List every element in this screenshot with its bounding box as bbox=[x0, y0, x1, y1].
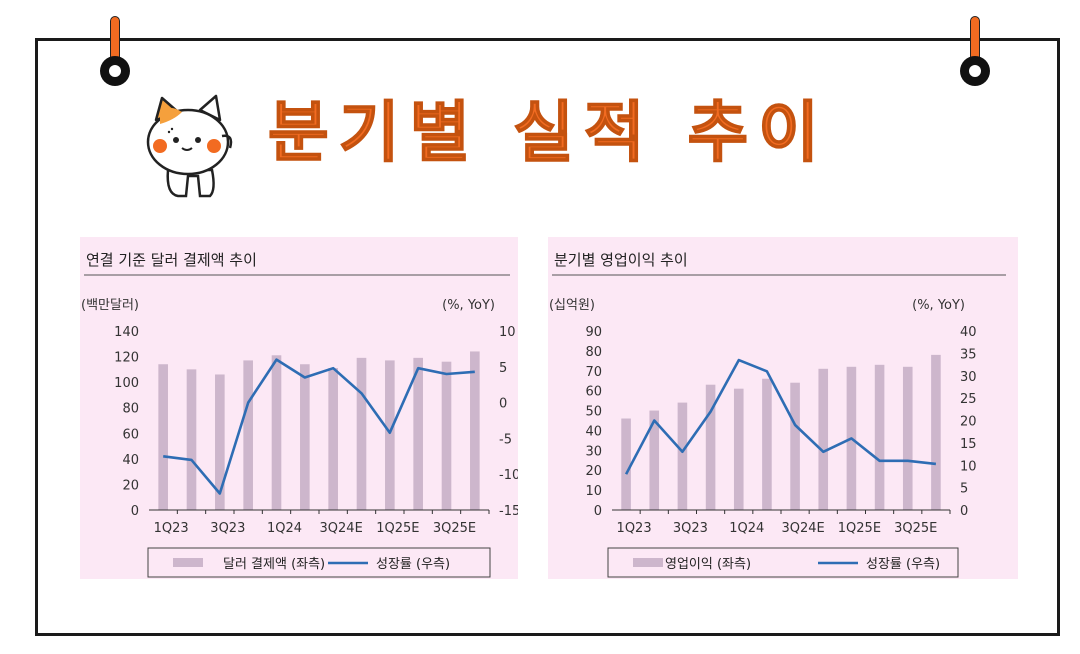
x-tick-label: 3Q25E bbox=[433, 521, 476, 536]
y2-tick-label: 5 bbox=[960, 482, 968, 497]
bar bbox=[158, 364, 168, 510]
y2-tick-label: 40 bbox=[960, 325, 977, 340]
x-tick-label: 1Q23 bbox=[617, 521, 652, 536]
y-tick-label: 40 bbox=[122, 453, 139, 468]
cat-mascot-icon bbox=[146, 94, 233, 198]
y2-tick-label: 0 bbox=[960, 504, 968, 519]
bar bbox=[300, 364, 310, 510]
y2-tick-label: 35 bbox=[960, 347, 977, 362]
x-tick-label: 3Q25E bbox=[894, 521, 937, 536]
bar bbox=[902, 366, 913, 510]
x-tick-label: 1Q25E bbox=[838, 521, 881, 536]
chart-title: 연결 기준 달러 결제액 추이 bbox=[86, 251, 257, 269]
bar bbox=[677, 402, 688, 510]
x-tick-label: 1Q23 bbox=[154, 521, 189, 536]
y-tick-label: 80 bbox=[585, 345, 602, 360]
bar bbox=[621, 418, 631, 510]
bar bbox=[705, 384, 716, 510]
bar bbox=[413, 357, 423, 510]
operating-profit-chart: 분기별 영업이익 추이(십억원) (%, YoY)0102030405060708… bbox=[549, 251, 1006, 578]
legend-bar-label: 영업이익 (좌측) bbox=[665, 557, 751, 572]
bar bbox=[931, 354, 941, 510]
y-tick-label: 100 bbox=[114, 376, 139, 391]
pushpin-icon bbox=[960, 16, 990, 86]
x-tick-label: 1Q24 bbox=[267, 521, 302, 536]
chart-title: 분기별 영업이익 추이 bbox=[554, 251, 688, 269]
y-tick-label: 30 bbox=[585, 444, 602, 459]
y2-tick-label: 15 bbox=[960, 437, 977, 452]
y-tick-label: 90 bbox=[585, 325, 602, 340]
legend-line-label: 성장률 (우측) bbox=[866, 557, 940, 572]
y2-tick-label: -10 bbox=[499, 468, 518, 483]
bar bbox=[874, 364, 885, 510]
y2-tick-label: 30 bbox=[960, 370, 977, 385]
x-tick-label: 3Q24E bbox=[320, 521, 363, 536]
legend-line-label: 성장률 (우측) bbox=[376, 557, 450, 572]
x-tick-label: 3Q24E bbox=[781, 521, 824, 536]
legend-box bbox=[147, 547, 491, 578]
legend-bar-swatch bbox=[633, 558, 663, 567]
bar bbox=[385, 360, 395, 510]
y-tick-label: 140 bbox=[114, 325, 139, 340]
bar bbox=[470, 351, 480, 510]
y2-tick-label: 5 bbox=[499, 361, 507, 376]
legend-box bbox=[607, 547, 959, 578]
y-tick-label: 60 bbox=[122, 427, 139, 442]
bar bbox=[243, 360, 253, 510]
y-tick-label: 70 bbox=[585, 365, 602, 380]
y-tick-label: 60 bbox=[585, 385, 602, 400]
bar bbox=[790, 382, 800, 510]
y-tick-label: 20 bbox=[585, 464, 602, 479]
bar bbox=[733, 388, 744, 510]
growth-rate-line bbox=[163, 358, 475, 495]
page-title: 분기별 실적 추이 bbox=[267, 94, 829, 171]
legend-bar-swatch bbox=[173, 558, 203, 567]
y2-tick-label: -15 bbox=[499, 504, 518, 519]
y-tick-label: 120 bbox=[114, 351, 139, 366]
growth-rate-line bbox=[624, 358, 937, 475]
y-tick-label: 50 bbox=[585, 405, 602, 420]
x-tick-label: 3Q23 bbox=[673, 521, 708, 536]
y2-tick-label: 10 bbox=[960, 459, 977, 474]
y-tick-label: 0 bbox=[131, 504, 139, 519]
y-tick-label: 80 bbox=[122, 402, 139, 417]
y-axis-label: (십억원) bbox=[549, 298, 595, 313]
y2-tick-label: 20 bbox=[960, 415, 977, 430]
y2-axis-label: (%, YoY) bbox=[442, 298, 495, 313]
bar bbox=[441, 361, 452, 510]
y-tick-label: 0 bbox=[594, 504, 602, 519]
payment-chart-panel: 연결 기준 달러 결제액 추이 (백만달러) (%, YoY) 0 20 40 60 80 10… bbox=[80, 237, 518, 579]
bar bbox=[328, 368, 338, 510]
y-tick-label: 10 bbox=[585, 484, 602, 499]
bar bbox=[215, 374, 225, 510]
bar bbox=[762, 378, 772, 510]
y-tick-label: 40 bbox=[585, 424, 602, 439]
y2-tick-label: 0 bbox=[499, 397, 507, 412]
operating-profit-chart-panel: 분기별 영업이익 추이 (십억원) (%, YoY) 0 10 20 30 40 50 60 70 8… bbox=[548, 237, 1018, 579]
bar bbox=[818, 368, 829, 510]
payment-volume-chart: 연결 기준 달러 결제액 추이 (백만달러) (%, YoY) 0 20 40 60 80 10… bbox=[81, 251, 518, 578]
bar bbox=[186, 369, 197, 510]
y-tick-label: 20 bbox=[122, 478, 139, 493]
x-tick-label: 1Q24 bbox=[729, 521, 764, 536]
y2-tick-label: -5 bbox=[499, 432, 512, 447]
y2-tick-label: 10 bbox=[499, 325, 516, 340]
bar bbox=[271, 355, 282, 510]
legend-bar-label: 달러 결제액 (좌측) bbox=[223, 557, 325, 572]
y2-axis-label: (%, YoY) bbox=[912, 298, 965, 313]
x-tick-label: 3Q23 bbox=[210, 521, 245, 536]
y2-tick-label: 25 bbox=[960, 392, 977, 407]
bar bbox=[649, 410, 660, 510]
bar bbox=[356, 357, 367, 510]
pushpin-icon bbox=[100, 16, 130, 86]
x-tick-label: 1Q25E bbox=[376, 521, 419, 536]
y-axis-label: (백만달러) bbox=[81, 298, 139, 313]
